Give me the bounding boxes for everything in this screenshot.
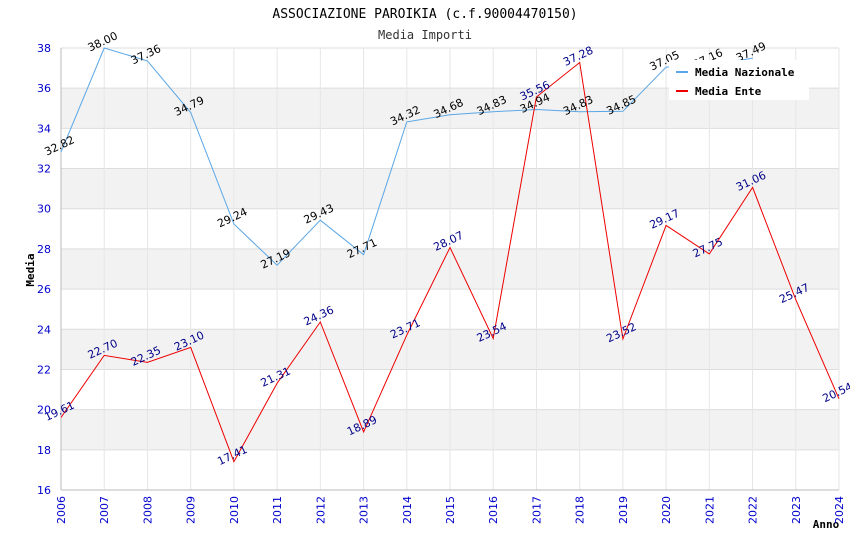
grid-lines [60,47,840,491]
y-tick-label: 16 [37,484,51,497]
series-lines [60,47,840,463]
x-tick-label: 2019 [617,496,630,524]
x-tick-label: 2024 [833,496,846,524]
x-tick-label: 2007 [98,496,111,524]
x-tick-label: 2018 [574,496,587,524]
y-tick-label: 38 [37,42,51,55]
x-tick-label: 2009 [185,496,198,524]
series-line-0 [60,47,753,266]
y-tick-label: 34 [37,122,51,135]
y-tick-label: 22 [37,363,51,376]
y-tick-label: 36 [37,82,51,95]
x-tick-label: 2022 [747,496,760,524]
chart-subtitle: Media Importi [378,28,472,42]
y-tick-label: 30 [37,203,51,216]
y-tick-label: 32 [37,163,51,176]
y-axis-label: Media [24,253,37,286]
x-tick-label: 2015 [444,496,457,524]
x-tick-label: 2017 [530,496,543,524]
y-tick-label: 24 [37,323,51,336]
x-axis-label: Anno [813,518,840,531]
chart-title: ASSOCIAZIONE PAROIKIA (c.f.90004470150) [272,7,577,22]
x-tick-label: 2006 [55,496,68,524]
legend-label: Media Nazionale [695,66,795,79]
x-tick-label: 2020 [660,496,673,524]
legend-box [669,60,809,100]
legend-label: Media Ente [695,85,762,98]
data-label: 32.82 [42,133,76,158]
x-tick-label: 2010 [228,496,241,524]
data-label: 20.54 [820,380,850,405]
legend: Media Nazionale Media Ente [669,60,809,100]
y-tick-label: 20 [37,404,51,417]
series-line-1 [60,61,840,463]
x-tick-label: 2023 [790,496,803,524]
x-tick-label: 2016 [487,496,500,524]
x-tick-label: 2014 [401,496,414,524]
y-tick-label: 18 [37,444,51,457]
x-tick-label: 2021 [703,496,716,524]
x-tick-label: 2011 [271,496,284,524]
x-tick-labels: 2006 2007 2008 2009 2010 2011 2012 2013 2014 2015… [55,496,846,524]
y-tick-labels: 16 18 20 22 24 26 28 30 32 34 36 38 [37,42,51,497]
data-label: 37.36 [129,42,163,67]
y-tick-label: 28 [37,243,51,256]
y-tick-label: 26 [37,283,51,296]
axes [60,48,839,491]
x-tick-label: 2013 [358,496,371,524]
x-tick-label: 2008 [141,496,154,524]
x-tick-label: 2012 [314,496,327,524]
